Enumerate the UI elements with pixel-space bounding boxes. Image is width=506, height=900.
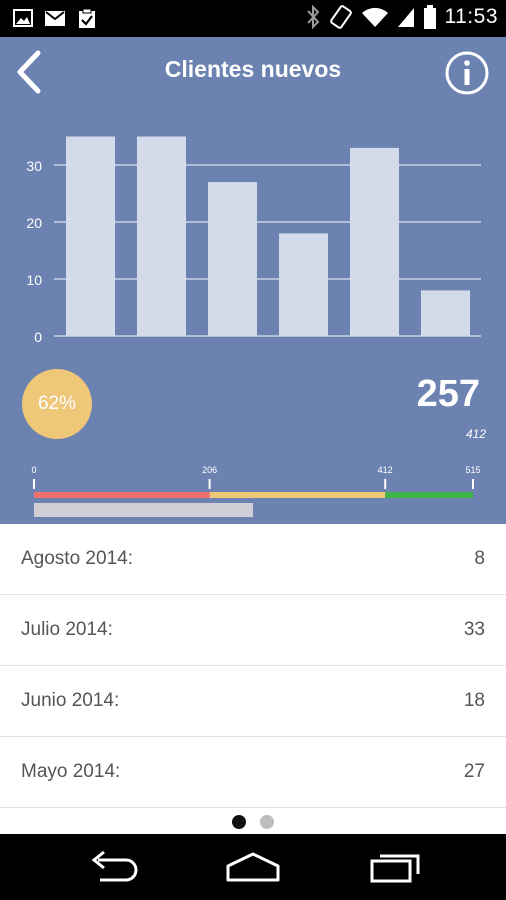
- bar[interactable]: [350, 147, 399, 336]
- page-dot[interactable]: [260, 815, 274, 829]
- page-indicator: [0, 810, 506, 834]
- battery-icon: [423, 5, 436, 29]
- list-item[interactable]: Junio 2014: 18: [0, 666, 506, 737]
- bar[interactable]: [421, 290, 470, 336]
- page-dot-active[interactable]: [232, 815, 246, 829]
- scale-tick-label: 515: [465, 465, 480, 475]
- list-item-value: 27: [463, 761, 485, 782]
- scale-tick-label: 0: [31, 465, 36, 475]
- target-value: 412: [465, 427, 486, 441]
- list-item-value: 8: [474, 548, 485, 569]
- scale-tick-label: 412: [378, 465, 393, 475]
- list-item-value: 18: [463, 690, 485, 711]
- percent-value: 62%: [37, 393, 77, 414]
- current-progress-bar: [34, 503, 254, 517]
- y-tick-label: 30: [26, 158, 42, 174]
- clipboard-check-icon: [79, 8, 95, 28]
- rotate-icon: [329, 5, 352, 29]
- scale-tick-label: 206: [202, 465, 217, 475]
- list-item[interactable]: Agosto 2014: 8: [0, 524, 506, 595]
- gmail-icon: [45, 11, 65, 26]
- bar[interactable]: [208, 182, 257, 336]
- signal-icon: [397, 8, 414, 27]
- y-tick-label: 10: [26, 272, 42, 288]
- scale-green-segment: [385, 492, 473, 498]
- status-bar: 11:53: [0, 0, 506, 37]
- y-tick-label: 20: [26, 215, 42, 231]
- image-icon: [13, 9, 33, 27]
- month-list: Agosto 2014: 8 Julio 2014: 33 Junio 2014: 18 M…: [0, 524, 506, 808]
- percent-badge: 62%: [22, 369, 92, 439]
- recents-nav-icon[interactable]: [368, 850, 424, 884]
- status-time: 11:53: [444, 5, 498, 28]
- bar-chart: 0 10 20 30: [26, 136, 481, 345]
- navigation-bar: [0, 834, 506, 900]
- info-icon[interactable]: [444, 50, 490, 96]
- back-chevron-icon[interactable]: [12, 49, 48, 95]
- total-value: 257: [416, 373, 480, 415]
- list-item-label: Junio 2014:: [21, 690, 120, 711]
- chart-panel: Clientes nuevos 0 10 20 30 62% 257 412 0 206…: [0, 37, 506, 524]
- bar[interactable]: [66, 136, 115, 337]
- bar[interactable]: [137, 136, 186, 337]
- y-tick-label: 0: [34, 329, 42, 345]
- back-nav-icon[interactable]: [86, 850, 142, 884]
- scale-yellow-segment: [209, 492, 386, 498]
- progress-scale: 0 206 412 515: [31, 465, 481, 517]
- wifi-icon: [361, 7, 388, 27]
- scale-red-segment: [34, 492, 210, 498]
- list-item[interactable]: Julio 2014: 33: [0, 595, 506, 666]
- list-item[interactable]: Mayo 2014: 27: [0, 737, 506, 808]
- home-nav-icon[interactable]: [225, 850, 281, 884]
- page-title: Clientes nuevos: [164, 56, 342, 82]
- bluetooth-icon: [306, 4, 319, 30]
- list-item-label: Agosto 2014:: [21, 548, 133, 569]
- list-item-label: Mayo 2014:: [21, 761, 121, 782]
- bar[interactable]: [279, 233, 328, 336]
- list-item-value: 33: [463, 619, 485, 640]
- list-item-label: Julio 2014:: [21, 619, 113, 640]
